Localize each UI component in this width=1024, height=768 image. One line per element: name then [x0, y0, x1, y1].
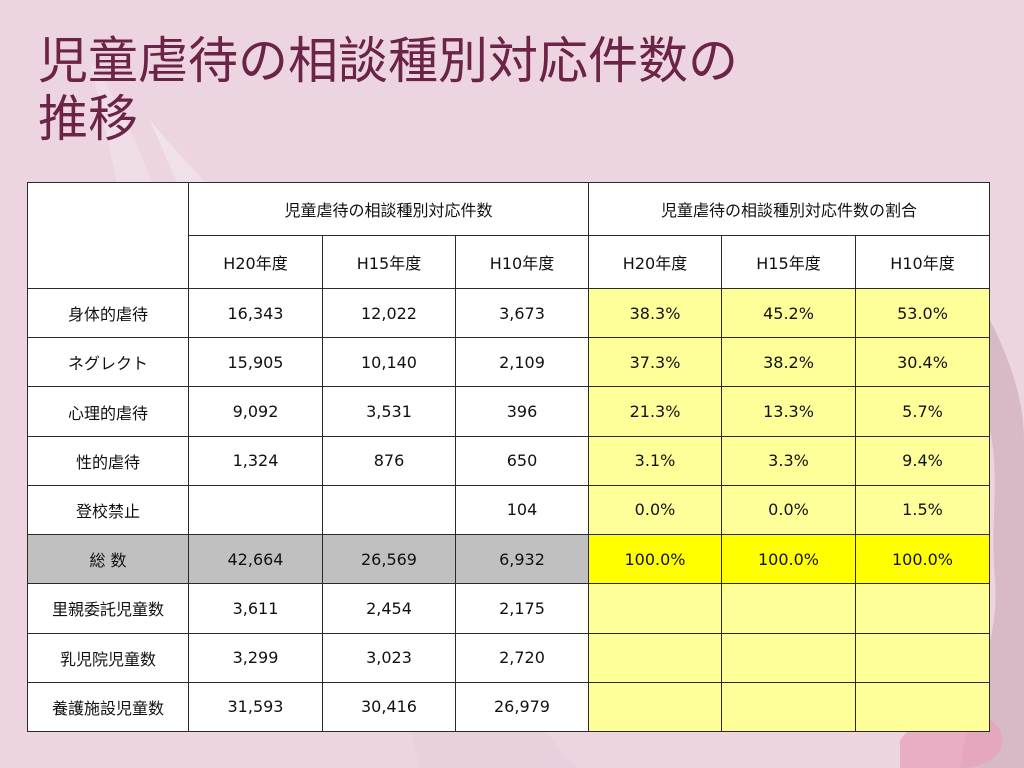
- count-cell: 650: [455, 435, 589, 486]
- table-header-row: H20年度 H15年度 H10年度 H20年度 H15年度 H10年度: [28, 235, 990, 289]
- ratio-cell: 1.5%: [855, 484, 990, 536]
- count-cell: 26,979: [455, 681, 589, 733]
- ratio-cell: 21.3%: [588, 386, 722, 437]
- ratio-cell: 100.0%: [721, 534, 856, 585]
- row-label: 養護施設児童数: [27, 681, 189, 733]
- total-row: 総 数 42,664 26,569 6,932 100.0% 100.0% 10…: [27, 534, 990, 585]
- count-cell: 2,454: [322, 583, 456, 634]
- ratio-cell: 100.0%: [855, 534, 990, 585]
- header-year: H20年度: [588, 235, 722, 289]
- count-cell: 26,569: [322, 534, 456, 585]
- count-cell: 3,531: [322, 386, 456, 437]
- ratio-cell: 45.2%: [721, 287, 856, 339]
- count-cell: 3,673: [455, 287, 589, 339]
- count-cell: 104: [455, 484, 589, 536]
- slide-title: 児童虐待の相談種別対応件数の 推移: [38, 32, 938, 148]
- header-year: H15年度: [721, 235, 856, 289]
- count-cell: 12,022: [322, 287, 456, 339]
- count-cell: 15,905: [188, 337, 323, 388]
- ratio-cell: [588, 632, 722, 683]
- header-ratios-group: 児童虐待の相談種別対応件数の割合: [588, 182, 990, 236]
- corner-cell: [27, 182, 189, 289]
- ratio-cell: 3.1%: [588, 435, 722, 486]
- ratio-cell: 0.0%: [721, 484, 856, 536]
- ratio-cell: [721, 632, 856, 683]
- ratio-cell: [855, 583, 990, 634]
- table-header-row: 児童虐待の相談種別対応件数 児童虐待の相談種別対応件数の割合: [27, 182, 990, 289]
- row-label: 身体的虐待: [27, 287, 189, 339]
- count-cell: 31,593: [188, 681, 323, 733]
- count-cell: 10,140: [322, 337, 456, 388]
- count-cell: 3,299: [188, 632, 323, 683]
- count-cell: 396: [455, 386, 589, 437]
- statistics-table: 児童虐待の相談種別対応件数 児童虐待の相談種別対応件数の割合 H20年度 H15…: [27, 182, 990, 733]
- count-cell: 3,611: [188, 583, 323, 634]
- table-row: 身体的虐待 16,343 12,022 3,673 38.3% 45.2% 53…: [27, 287, 990, 339]
- ratio-cell: 53.0%: [855, 287, 990, 339]
- count-cell: 1,324: [188, 435, 323, 486]
- count-cell: 876: [322, 435, 456, 486]
- row-label: 登校禁止: [27, 484, 189, 536]
- ratio-cell: 100.0%: [588, 534, 722, 585]
- count-cell: [188, 484, 323, 536]
- ratio-cell: [588, 681, 722, 733]
- row-label: 心理的虐待: [27, 386, 189, 437]
- table-row: 養護施設児童数 31,593 30,416 26,979: [27, 681, 990, 733]
- row-label: 乳児院児童数: [27, 632, 189, 683]
- header-counts-group: 児童虐待の相談種別対応件数: [188, 182, 589, 236]
- header-year: H15年度: [322, 235, 456, 289]
- header-year: H10年度: [855, 235, 990, 289]
- slide-title-line: 児童虐待の相談種別対応件数の: [38, 32, 738, 90]
- ratio-cell: [855, 632, 990, 683]
- ratio-cell: 9.4%: [855, 435, 990, 486]
- slide-title-line: 推移: [38, 90, 138, 148]
- count-cell: 9,092: [188, 386, 323, 437]
- count-cell: 6,932: [455, 534, 589, 585]
- ratio-cell: 13.3%: [721, 386, 856, 437]
- row-label: 性的虐待: [27, 435, 189, 486]
- ratio-cell: [588, 583, 722, 634]
- ratio-cell: 0.0%: [588, 484, 722, 536]
- row-label: ネグレクト: [27, 337, 189, 388]
- ratio-cell: 38.2%: [721, 337, 856, 388]
- ratio-cell: [721, 681, 856, 733]
- row-label: 里親委託児童数: [27, 583, 189, 634]
- count-cell: 3,023: [322, 632, 456, 683]
- header-year: H20年度: [188, 235, 323, 289]
- ratio-cell: [855, 681, 990, 733]
- count-cell: 30,416: [322, 681, 456, 733]
- table-row: 登校禁止 104 0.0% 0.0% 1.5%: [27, 484, 990, 536]
- count-cell: 16,343: [188, 287, 323, 339]
- table-row: 心理的虐待 9,092 3,531 396 21.3% 13.3% 5.7%: [27, 386, 990, 437]
- count-cell: 2,720: [455, 632, 589, 683]
- ratio-cell: [721, 583, 856, 634]
- table-row: 性的虐待 1,324 876 650 3.1% 3.3% 9.4%: [27, 435, 990, 486]
- row-label: 総 数: [27, 534, 189, 585]
- table-row: 里親委託児童数 3,611 2,454 2,175: [27, 583, 990, 634]
- ratio-cell: 5.7%: [855, 386, 990, 437]
- table-row: 乳児院児童数 3,299 3,023 2,720: [27, 632, 990, 683]
- header-year: H10年度: [455, 235, 589, 289]
- ratio-cell: 37.3%: [588, 337, 722, 388]
- ratio-cell: 38.3%: [588, 287, 722, 339]
- count-cell: [322, 484, 456, 536]
- ratio-cell: 3.3%: [721, 435, 856, 486]
- count-cell: 2,109: [455, 337, 589, 388]
- table-row: ネグレクト 15,905 10,140 2,109 37.3% 38.2% 30…: [27, 337, 990, 388]
- count-cell: 2,175: [455, 583, 589, 634]
- count-cell: 42,664: [188, 534, 323, 585]
- petal-shape: [960, 320, 1024, 768]
- ratio-cell: 30.4%: [855, 337, 990, 388]
